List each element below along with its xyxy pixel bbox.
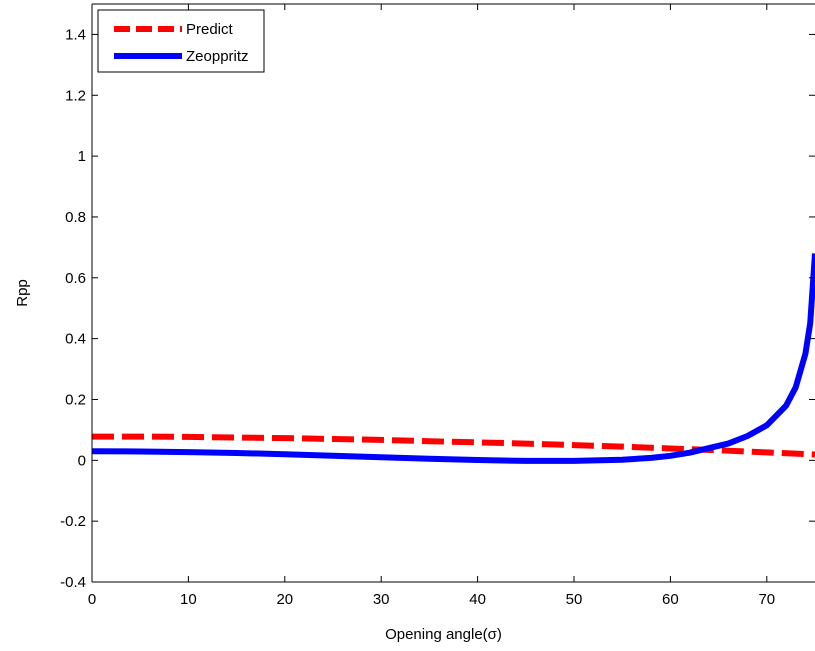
x-tick-label: 40 [469,591,486,608]
y-tick-label: 0.4 [65,331,86,348]
legend-box [97,9,265,73]
y-tick-label: 1.4 [65,26,86,43]
y-tick-label: 0.8 [65,209,86,226]
y-tick-label: 0.6 [65,270,86,287]
plot-lines [91,253,815,464]
legend-label-zeoppritz: Zeoppritz [186,48,249,65]
x-tick-label: 60 [662,591,679,608]
y-tick-label: -0.2 [60,513,86,530]
x-tick-label: 70 [758,591,775,608]
y-tick-label: 0 [78,452,86,469]
y-tick-label: 1 [78,148,86,165]
x-tick-label: 10 [180,591,197,608]
x-tick-label: 0 [88,591,96,608]
x-tick-label: 50 [566,591,583,608]
y-tick-label: 1.2 [65,87,86,104]
y-axis-label: Rpp [14,279,31,307]
ticks: 0 10 20 30 40 50 60 70 -0.4 -0.2 0 0.2 0.4 0.6 0.8 1 1.2… [60,4,815,608]
x-axis-label: Opening angle(σ) [385,626,502,643]
y-tick-label: 0.2 [65,391,86,408]
y-tick-label: -0.4 [60,574,86,591]
legend: Predict Zeoppritz [97,9,265,73]
legend-label-predict: Predict [186,21,234,38]
series-line-zeoppritz [91,253,815,464]
x-tick-label: 30 [373,591,390,608]
axes [91,3,815,583]
x-tick-label: 20 [276,591,293,608]
